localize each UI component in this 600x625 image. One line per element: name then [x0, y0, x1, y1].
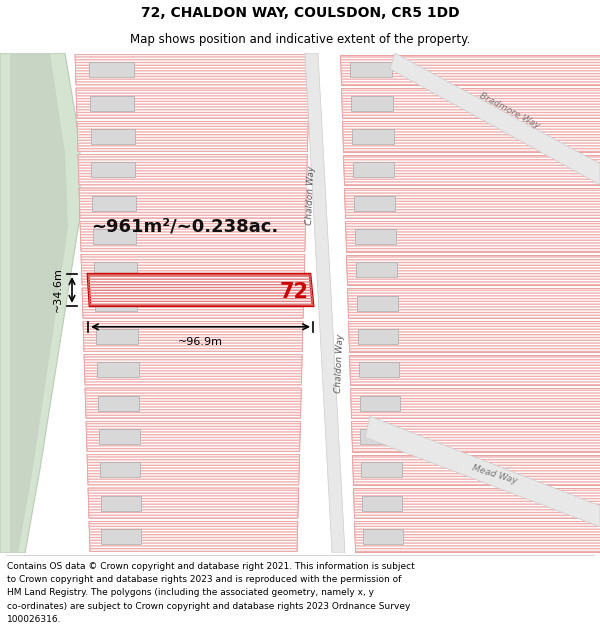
Polygon shape: [88, 274, 313, 306]
Bar: [351, 96, 393, 111]
Polygon shape: [342, 121, 600, 151]
Polygon shape: [351, 421, 600, 451]
Bar: [92, 196, 136, 211]
Polygon shape: [343, 155, 600, 185]
Text: ~34.6m: ~34.6m: [53, 268, 63, 312]
Bar: [91, 162, 136, 177]
Polygon shape: [81, 255, 305, 285]
Bar: [100, 462, 140, 478]
Polygon shape: [352, 455, 600, 485]
Polygon shape: [77, 121, 308, 151]
Polygon shape: [340, 55, 600, 85]
Bar: [358, 329, 398, 344]
Bar: [355, 229, 396, 244]
Polygon shape: [353, 488, 600, 518]
Text: HM Land Registry. The polygons (including the associated geometry, namely x, y: HM Land Registry. The polygons (includin…: [7, 588, 374, 598]
Polygon shape: [79, 188, 307, 218]
Polygon shape: [85, 388, 301, 418]
Text: Mead Way: Mead Way: [472, 463, 518, 485]
Text: ~961m²/~0.238ac.: ~961m²/~0.238ac.: [91, 217, 278, 236]
Bar: [359, 396, 400, 411]
Polygon shape: [0, 53, 80, 553]
Text: Chaldon Way: Chaldon Way: [305, 166, 317, 225]
Polygon shape: [87, 455, 299, 485]
Bar: [364, 529, 403, 544]
Bar: [353, 162, 394, 177]
Polygon shape: [344, 188, 600, 218]
Bar: [99, 429, 140, 444]
Bar: [93, 229, 136, 244]
Bar: [356, 296, 398, 311]
Bar: [353, 196, 395, 211]
Bar: [98, 396, 139, 411]
Text: Chaldon Way: Chaldon Way: [334, 334, 346, 393]
Polygon shape: [350, 388, 600, 418]
Text: 100026316.: 100026316.: [7, 615, 62, 624]
Polygon shape: [341, 88, 600, 118]
Bar: [89, 96, 134, 111]
Polygon shape: [84, 355, 302, 385]
Polygon shape: [347, 288, 600, 318]
Polygon shape: [345, 221, 600, 251]
Polygon shape: [10, 53, 68, 553]
Polygon shape: [390, 53, 600, 185]
Text: co-ordinates) are subject to Crown copyright and database rights 2023 Ordnance S: co-ordinates) are subject to Crown copyr…: [7, 602, 410, 611]
Polygon shape: [80, 221, 305, 251]
Polygon shape: [89, 521, 298, 551]
Polygon shape: [75, 55, 310, 85]
Bar: [362, 496, 403, 511]
Polygon shape: [365, 416, 600, 527]
Polygon shape: [83, 321, 303, 351]
Polygon shape: [76, 88, 309, 118]
Polygon shape: [354, 521, 600, 551]
Bar: [361, 462, 401, 478]
Text: 72, CHALDON WAY, COULSDON, CR5 1DD: 72, CHALDON WAY, COULSDON, CR5 1DD: [140, 6, 460, 20]
Text: 72: 72: [280, 282, 308, 302]
Text: ~96.9m: ~96.9m: [178, 336, 223, 346]
Bar: [359, 362, 399, 378]
Polygon shape: [305, 53, 345, 553]
Bar: [350, 62, 392, 78]
Bar: [97, 362, 139, 378]
Text: to Crown copyright and database rights 2023 and is reproduced with the permissio: to Crown copyright and database rights 2…: [7, 575, 401, 584]
Polygon shape: [346, 255, 600, 285]
Text: Bradmore Way: Bradmore Way: [478, 91, 542, 131]
Text: Contains OS data © Crown copyright and database right 2021. This information is : Contains OS data © Crown copyright and d…: [7, 562, 415, 571]
Polygon shape: [82, 288, 304, 318]
Polygon shape: [349, 355, 600, 385]
Bar: [101, 496, 140, 511]
Bar: [352, 129, 394, 144]
Text: Map shows position and indicative extent of the property.: Map shows position and indicative extent…: [130, 33, 470, 46]
Polygon shape: [88, 488, 299, 518]
Bar: [94, 262, 137, 278]
Bar: [91, 129, 135, 144]
Bar: [101, 529, 141, 544]
Polygon shape: [78, 155, 307, 185]
Bar: [89, 62, 134, 78]
Bar: [96, 329, 138, 344]
Polygon shape: [348, 321, 600, 351]
Bar: [95, 296, 137, 311]
Bar: [361, 429, 401, 444]
Polygon shape: [86, 421, 301, 451]
Bar: [356, 262, 397, 278]
